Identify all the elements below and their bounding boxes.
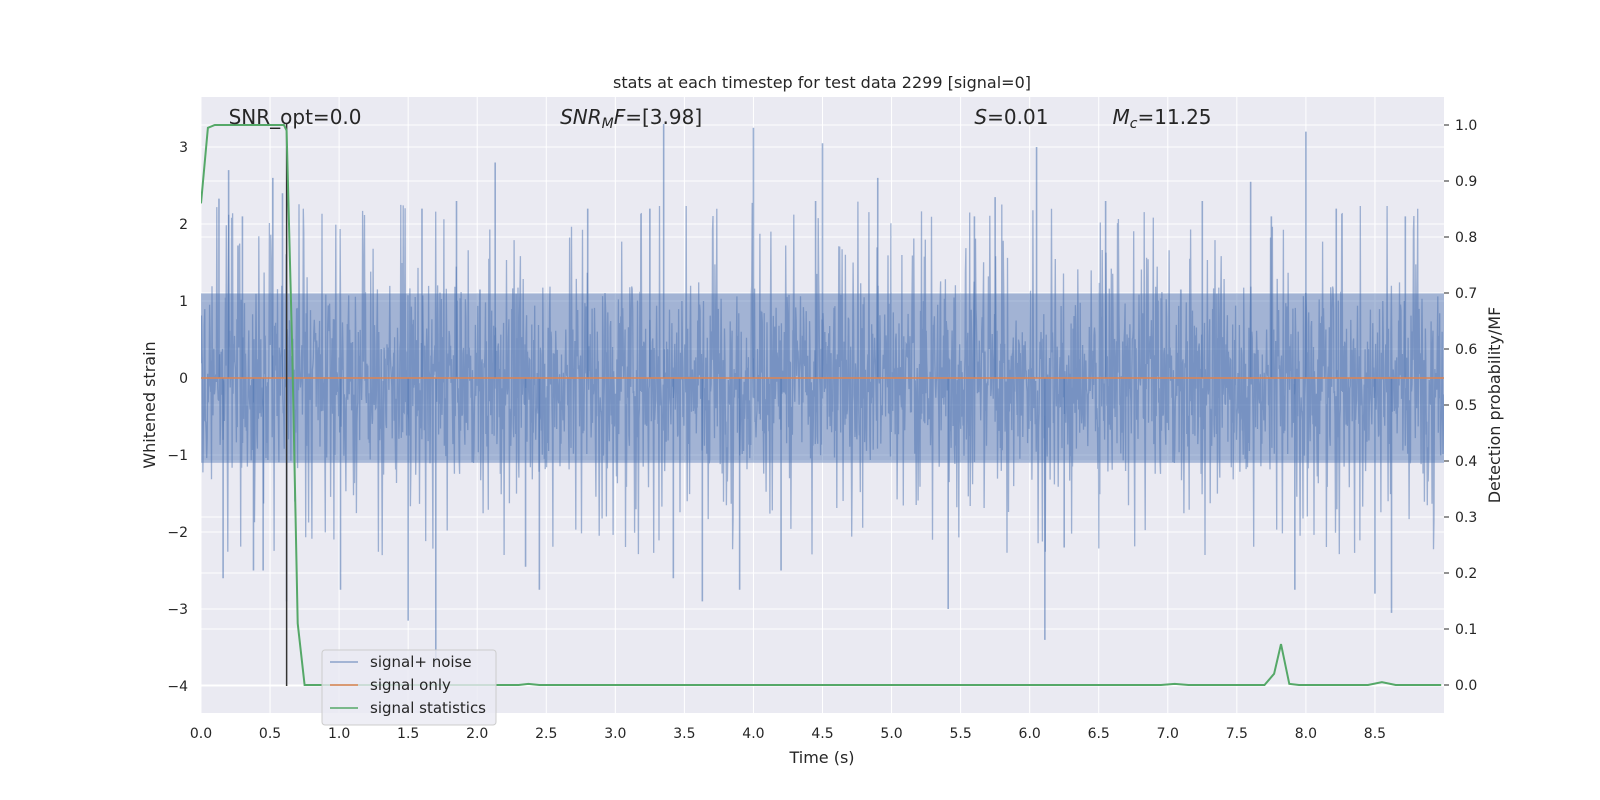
legend-label-signal-only: signal only <box>370 676 451 694</box>
x-tick-label: 8.5 <box>1364 726 1386 742</box>
x-tick-label: 6.5 <box>1088 726 1110 742</box>
y-tick-label: −2 <box>167 525 188 541</box>
y-axis-left: 3 2 1 0 −1 −2 −3 −4 <box>167 140 188 695</box>
annotation-snr-opt: SNR_opt=0.0 <box>229 105 362 129</box>
legend-label-signal-statistics: signal statistics <box>370 699 486 717</box>
x-tick-label: 4.0 <box>742 726 764 742</box>
y2-tick-label: 0.8 <box>1455 230 1477 246</box>
y2-axis-label: Detection probability/MF <box>1485 307 1504 504</box>
annotations: SNR_opt=0.0 SNRMF=[3.98] S=0.01 Mc=11.25 <box>229 105 1212 132</box>
chart-title: stats at each timestep for test data 229… <box>613 73 1031 92</box>
annotation-mc-italic: M <box>1113 105 1130 129</box>
annotation-mc-value: =11.25 <box>1138 105 1212 129</box>
x-tick-label: 1.5 <box>397 726 419 742</box>
x-tick-label: 0.0 <box>190 726 212 742</box>
legend-box <box>321 649 497 726</box>
annotation-s-value: =0.01 <box>987 105 1048 129</box>
y2-tick-label: 0.1 <box>1455 622 1477 638</box>
x-tick-label: 2.5 <box>535 726 557 742</box>
y-tick-label: 0 <box>179 371 188 387</box>
x-tick-label: 8.0 <box>1295 726 1317 742</box>
y-tick-label: −4 <box>167 679 188 695</box>
y2-tick-label: 0.0 <box>1455 678 1477 694</box>
y-tick-label: 2 <box>179 217 188 233</box>
x-tick-label: 6.0 <box>1019 726 1041 742</box>
legend-label-signal-noise: signal+ noise <box>370 653 472 671</box>
series-signal-noise <box>201 201 1444 556</box>
x-axis-label: Time (s) <box>788 748 854 767</box>
annotation-snr-mf: SNRMF=[3.98] <box>560 105 702 132</box>
series-layer <box>201 123 1444 687</box>
y-tick-label: −3 <box>167 602 188 618</box>
y2-tick-label: 1.0 <box>1455 118 1477 134</box>
x-tick-label: 1.0 <box>328 726 350 742</box>
x-tick-label: 4.5 <box>811 726 833 742</box>
y-axis-label: Whitened strain <box>140 341 159 468</box>
annotation-s: S=0.01 <box>974 105 1048 129</box>
y2-tick-label: 0.5 <box>1455 398 1477 414</box>
annotation-s-italic: S <box>974 105 987 129</box>
y2-tick-label: 0.6 <box>1455 342 1477 358</box>
y-axis-right: 1.0 0.9 0.8 0.7 0.6 0.5 0.4 0.3 0.2 0.1 0.0 <box>1444 118 1477 694</box>
x-tick-label: 3.0 <box>604 726 626 742</box>
annotation-snr-mf-italic: SNR <box>560 105 602 129</box>
annotation-snr-opt-text: SNR_opt=0.0 <box>229 105 362 129</box>
x-tick-label: 7.5 <box>1226 726 1248 742</box>
x-axis: 0.0 0.5 1.0 1.5 2.0 2.5 3.0 3.5 4.0 4.5 5.0 5.5 6.0 6… <box>190 726 1386 742</box>
x-tick-label: 5.0 <box>880 726 902 742</box>
annotation-mc-sub: c <box>1130 116 1138 132</box>
legend: signal+ noise signal only signal statist… <box>321 649 497 726</box>
x-tick-label: 0.5 <box>259 726 281 742</box>
y2-tick-label: 0.7 <box>1455 286 1477 302</box>
series-signal-statistics <box>201 124 1442 686</box>
annotation-snr-mf-value: =[3.98] <box>625 105 702 129</box>
x-tick-label: 3.5 <box>673 726 695 742</box>
annotation-mc: Mc=11.25 <box>1113 105 1212 132</box>
y-tick-label: 1 <box>179 294 188 310</box>
y2-tick-label: 0.2 <box>1455 566 1477 582</box>
y-tick-label: −1 <box>167 448 188 464</box>
y-tick-label: 3 <box>179 140 188 156</box>
x-tick-label: 7.0 <box>1157 726 1179 742</box>
y2-tick-label: 0.3 <box>1455 510 1477 526</box>
annotation-snr-mf-italic2: F <box>614 105 626 129</box>
annotation-snr-mf-sub: M <box>602 116 614 132</box>
x-tick-label: 2.0 <box>466 726 488 742</box>
y2-tick-label: 0.9 <box>1455 174 1477 190</box>
y2-tick-label: 0.4 <box>1455 454 1477 470</box>
x-tick-label: 5.5 <box>949 726 971 742</box>
